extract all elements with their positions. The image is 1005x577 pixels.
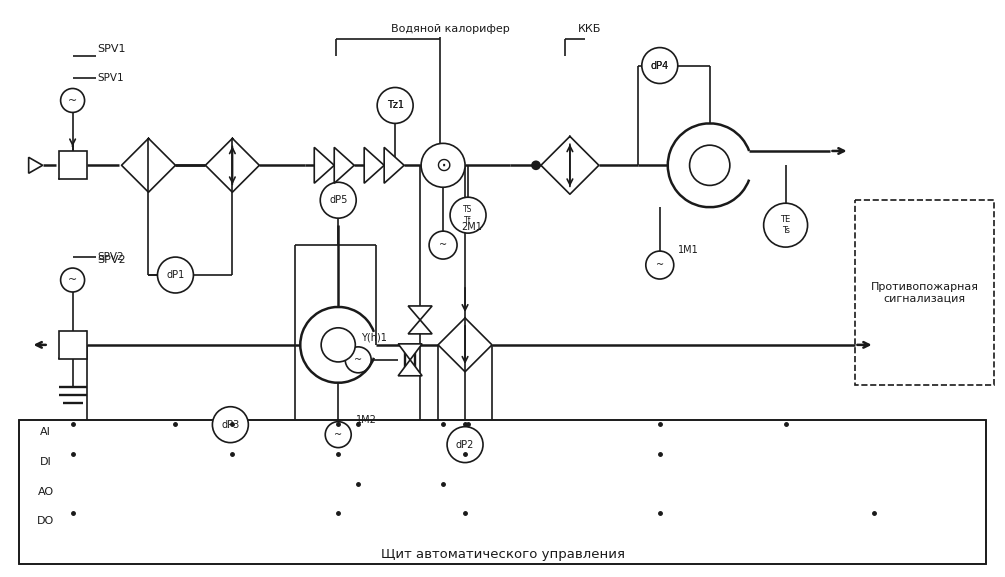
Text: dP4: dP4 (650, 61, 669, 70)
Text: Y(h)1: Y(h)1 (361, 333, 387, 343)
Text: ~: ~ (354, 355, 362, 365)
Text: 1M2: 1M2 (356, 415, 377, 425)
Text: ~: ~ (655, 260, 664, 270)
Circle shape (60, 268, 84, 292)
Polygon shape (408, 320, 432, 334)
Circle shape (326, 422, 351, 448)
Circle shape (322, 328, 356, 362)
Circle shape (764, 203, 808, 247)
Circle shape (642, 47, 677, 84)
Text: dP4: dP4 (650, 61, 669, 70)
Text: Щит автоматического управления: Щит автоматического управления (381, 548, 624, 561)
Polygon shape (364, 147, 384, 183)
Circle shape (646, 251, 673, 279)
Text: ~: ~ (439, 240, 447, 250)
Circle shape (421, 143, 465, 188)
Polygon shape (398, 344, 422, 360)
Text: dP1: dP1 (167, 270, 185, 280)
Text: ККБ: ККБ (578, 24, 602, 33)
Circle shape (450, 197, 486, 233)
Text: ~: ~ (68, 275, 77, 285)
Text: SPV2: SPV2 (97, 255, 127, 265)
Text: TE
Ts: TE Ts (781, 215, 791, 235)
Polygon shape (398, 360, 422, 376)
Bar (19, 419, 986, 564)
Circle shape (60, 88, 84, 113)
Text: dP3: dP3 (221, 419, 239, 430)
Text: TS
Tf: TS Tf (463, 205, 472, 225)
Text: dP2: dP2 (456, 440, 474, 449)
Text: Водяной калорифер: Водяной калорифер (391, 24, 510, 33)
Text: Tz1: Tz1 (387, 100, 404, 110)
Text: Противопожарная
сигнализация: Противопожарная сигнализация (870, 282, 979, 304)
Polygon shape (335, 147, 354, 183)
Circle shape (346, 347, 371, 373)
Circle shape (532, 162, 540, 169)
Text: Tz1: Tz1 (387, 100, 404, 110)
Circle shape (212, 407, 248, 443)
Circle shape (447, 426, 483, 463)
Text: AI: AI (40, 426, 51, 437)
Text: SPV2: SPV2 (97, 252, 125, 262)
Polygon shape (408, 306, 432, 320)
Bar (854, 200, 994, 385)
Bar (58, 331, 86, 359)
Text: SPV1: SPV1 (97, 44, 126, 54)
Text: 2M1: 2M1 (461, 222, 482, 232)
Text: SPV1: SPV1 (97, 73, 125, 83)
Circle shape (377, 88, 413, 123)
Bar (58, 151, 86, 179)
Polygon shape (29, 158, 42, 173)
Circle shape (321, 182, 356, 218)
Text: dP5: dP5 (329, 195, 348, 205)
Text: AO: AO (37, 486, 53, 497)
Text: ~: ~ (335, 430, 343, 440)
Text: 1M1: 1M1 (677, 245, 698, 255)
Text: ⊙: ⊙ (435, 156, 451, 175)
Circle shape (429, 231, 457, 259)
Text: DO: DO (37, 516, 54, 526)
Bar (19, 419, 986, 564)
Polygon shape (384, 147, 404, 183)
Circle shape (158, 257, 193, 293)
Circle shape (689, 145, 730, 185)
Text: DI: DI (40, 456, 51, 467)
Polygon shape (315, 147, 335, 183)
Text: ~: ~ (68, 95, 77, 106)
